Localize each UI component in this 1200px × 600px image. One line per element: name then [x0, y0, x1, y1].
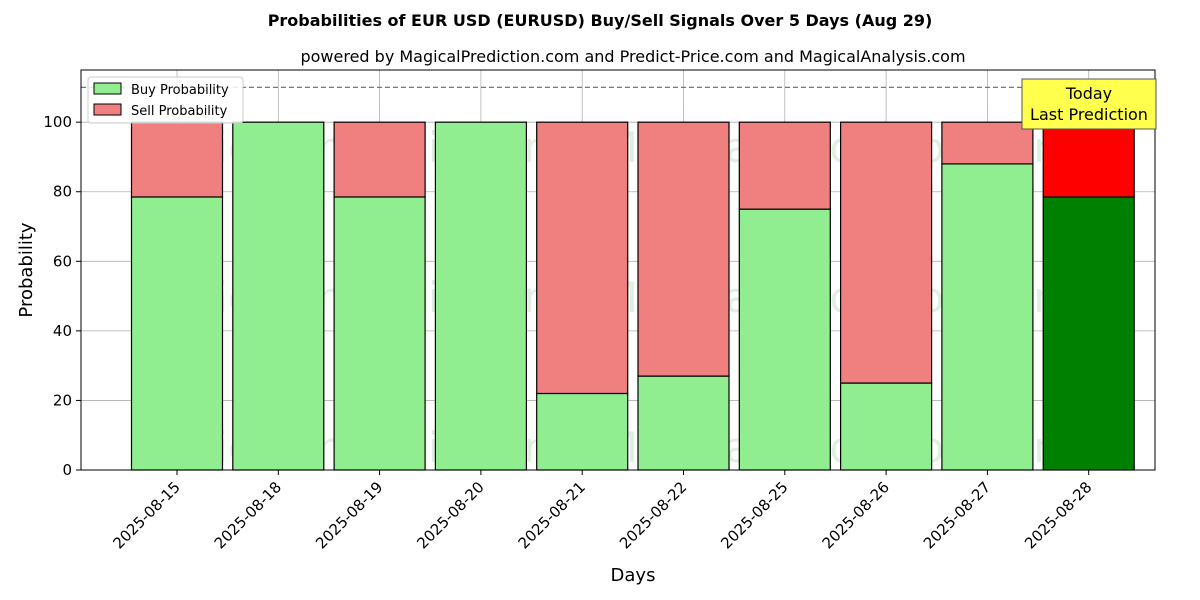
today-annotation-line-1: Today	[1065, 84, 1112, 103]
bar-buy	[536, 392, 629, 471]
today-annotation-line-2: Last Prediction	[1030, 105, 1148, 124]
bar-buy	[738, 208, 831, 471]
y-tick-label: 20	[53, 391, 72, 409]
legend-box	[87, 76, 244, 124]
bar-sell	[637, 121, 730, 377]
y-tick-label: 60	[53, 252, 72, 270]
x-ticks: 2025-08-15 2025-08-18 2025-08-19 2025-08-20…	[109, 470, 1096, 552]
bar-buy	[333, 196, 426, 471]
bar-sell	[738, 121, 831, 210]
bar-sell	[839, 121, 933, 384]
x-tick-label: 2025-08-18	[211, 478, 285, 552]
legend-label-buy: Buy Probability	[131, 83, 229, 98]
y-tick-label: 100	[43, 113, 72, 131]
bar-buy	[1042, 196, 1135, 471]
legend: Buy Probability Sell Probability	[87, 76, 244, 124]
x-tick-label: 2025-08-21	[515, 478, 589, 552]
bar-buy	[637, 375, 730, 471]
y-axis-label: Probability	[16, 222, 37, 317]
x-tick-label: 2025-08-26	[819, 478, 893, 552]
bar-sell	[1042, 121, 1135, 198]
bar-buy	[941, 163, 1034, 471]
legend-swatch-sell	[93, 103, 122, 116]
today-annotation-box	[1021, 78, 1157, 130]
bar-sell	[130, 121, 224, 198]
bar-sell	[333, 121, 426, 198]
bar-sell	[536, 121, 629, 395]
legend-label-sell: Sell Probability	[131, 104, 228, 119]
bar-sell	[941, 121, 1034, 165]
x-tick-label: 2025-08-15	[109, 478, 183, 552]
bars	[130, 121, 1135, 471]
y-tick-label: 40	[53, 322, 72, 340]
bar-buy	[434, 121, 527, 471]
x-tick-label: 2025-08-27	[920, 478, 994, 552]
legend-swatch-buy	[93, 82, 122, 95]
plot-frame	[80, 69, 1156, 471]
bar-buy	[839, 382, 933, 471]
x-tick-label: 2025-08-28	[1021, 478, 1095, 552]
x-tick-label: 2025-08-22	[616, 478, 690, 552]
x-axis-label: Days	[611, 565, 656, 586]
x-tick-label: 2025-08-20	[413, 478, 487, 552]
chart-subtitle: powered by MagicalPrediction.com and Pre…	[300, 47, 965, 66]
x-tick-label: 2025-08-25	[717, 478, 791, 552]
bar-buy	[232, 121, 325, 471]
y-ticks: 0 20 40 60 80 100	[43, 113, 81, 479]
x-tick-label: 2025-08-19	[312, 478, 386, 552]
y-tick-label: 0	[62, 461, 72, 479]
chart-title: Probabilities of EUR USD (EURUSD) Buy/Se…	[268, 11, 933, 30]
bar-buy	[130, 196, 224, 471]
y-tick-label: 80	[53, 183, 72, 201]
today-annotation: Today Last Prediction	[1021, 78, 1157, 130]
